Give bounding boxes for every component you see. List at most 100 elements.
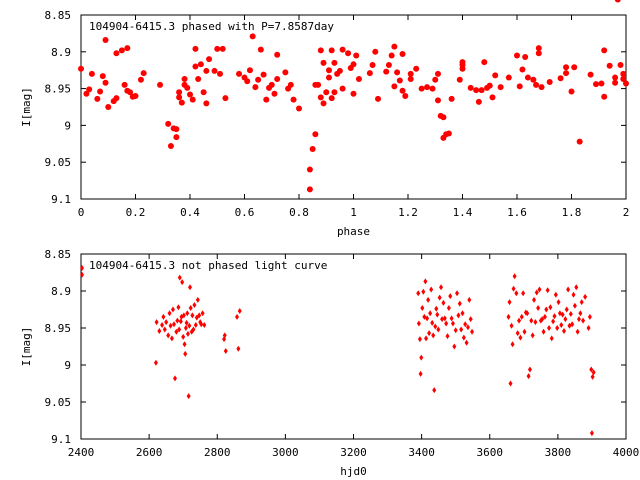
data-point <box>296 105 302 112</box>
data-point <box>459 326 464 333</box>
data-point <box>203 67 210 74</box>
data-point <box>214 45 221 52</box>
data-point <box>162 326 167 333</box>
data-point <box>452 343 457 350</box>
chart-title: 104904-6415.3 phased with P=7.8587day <box>89 20 334 33</box>
data-point <box>219 45 226 52</box>
data-point <box>453 327 458 334</box>
data-point <box>372 48 379 55</box>
data-point <box>542 313 547 320</box>
data-point <box>620 70 627 77</box>
data-point <box>578 310 583 317</box>
data-point <box>461 334 466 341</box>
data-point <box>105 104 112 110</box>
data-point <box>512 273 517 280</box>
data-point <box>563 316 568 323</box>
data-point <box>444 320 449 327</box>
data-point <box>306 166 313 173</box>
data-point <box>489 94 496 101</box>
data-point <box>222 95 229 102</box>
data-point <box>548 304 553 311</box>
x-tick-label: 1.6 <box>507 206 527 219</box>
data-point <box>601 47 608 54</box>
data-point <box>434 70 441 77</box>
data-point <box>446 305 451 312</box>
data-point <box>192 302 197 309</box>
data-point <box>203 100 210 107</box>
data-point <box>173 126 180 133</box>
x-axis-label: phase <box>337 225 370 238</box>
data-point <box>568 310 573 317</box>
y-tick-label: 9 <box>64 119 71 132</box>
data-point <box>508 380 513 387</box>
x-tick-label: 0.4 <box>180 206 200 219</box>
data-point <box>177 326 182 333</box>
data-point <box>83 90 90 97</box>
data-point <box>556 299 561 306</box>
data-point <box>268 81 275 88</box>
data-point <box>312 131 319 138</box>
data-point <box>127 89 134 96</box>
data-point <box>423 278 428 285</box>
y-tick-label: 8.9 <box>51 46 71 59</box>
data-point <box>457 300 462 307</box>
x-tick-label: 1.2 <box>398 206 418 219</box>
data-point <box>586 325 591 331</box>
data-point <box>182 341 187 348</box>
data-point <box>339 85 346 92</box>
data-point <box>282 69 289 76</box>
y-tick-label: 8.85 <box>45 248 72 261</box>
data-point <box>467 296 472 303</box>
data-point <box>464 339 469 346</box>
data-point <box>183 325 188 331</box>
data-point <box>526 373 531 380</box>
data-point <box>181 76 188 83</box>
data-point <box>575 328 580 335</box>
data-point <box>195 76 202 83</box>
data-point <box>165 120 172 127</box>
data-point <box>516 83 523 90</box>
data-point <box>350 90 357 97</box>
data-point <box>394 69 401 76</box>
data-point <box>440 114 447 121</box>
y-tick-label: 8.85 <box>45 9 72 22</box>
data-point <box>183 350 188 357</box>
data-point <box>185 330 190 337</box>
data-point <box>336 67 343 74</box>
data-point <box>606 62 613 69</box>
data-point <box>244 78 251 85</box>
chart-title: 104904-6415.3 not phased light curve <box>89 259 327 272</box>
data-point <box>164 319 169 326</box>
data-point <box>430 319 435 326</box>
data-point <box>157 327 162 334</box>
data-point <box>174 328 179 335</box>
data-point <box>187 322 192 329</box>
data-point <box>529 317 534 324</box>
y-axis-label: I[mag] <box>20 327 33 367</box>
data-point <box>460 310 465 317</box>
data-point <box>514 52 520 59</box>
data-point <box>434 305 439 312</box>
data-point <box>188 284 192 291</box>
data-point <box>456 76 463 83</box>
data-point <box>223 347 228 354</box>
phased-light-curve-panel: 0 0.2 0.4 0.6 0.8 1 1.2 1.4 1.6 1.8 2 8.85 8.9 8.95 9 9… <box>20 0 629 238</box>
data-point <box>177 274 182 281</box>
data-point <box>353 52 360 59</box>
data-point <box>184 319 189 326</box>
data-point <box>432 387 437 394</box>
data-point <box>249 33 256 40</box>
data-point <box>521 290 526 297</box>
data-point <box>433 323 438 330</box>
data-point <box>170 306 175 313</box>
data-point <box>416 290 421 297</box>
data-point <box>190 312 195 319</box>
data-point <box>202 322 207 329</box>
data-point <box>317 47 324 54</box>
data-point <box>545 287 550 294</box>
data-point <box>195 296 200 303</box>
data-point <box>571 64 578 71</box>
data-point <box>86 86 93 93</box>
data-point <box>557 75 564 82</box>
data-point <box>448 95 455 102</box>
